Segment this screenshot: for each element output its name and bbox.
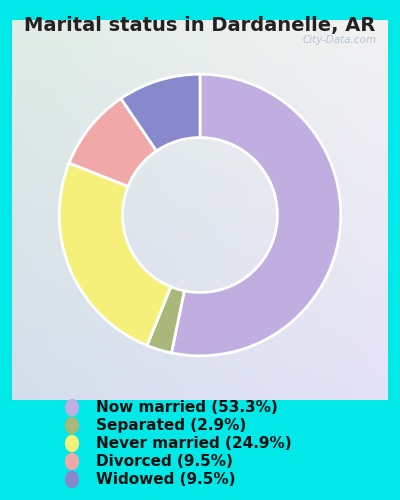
Text: City-Data.com: City-Data.com: [302, 35, 377, 45]
Text: Marital status in Dardanelle, AR: Marital status in Dardanelle, AR: [24, 16, 376, 36]
Text: Widowed (9.5%): Widowed (9.5%): [96, 472, 236, 487]
Text: Separated (2.9%): Separated (2.9%): [96, 418, 246, 433]
Wedge shape: [172, 74, 341, 356]
Wedge shape: [147, 286, 184, 353]
Wedge shape: [69, 98, 156, 186]
Text: Now married (53.3%): Now married (53.3%): [96, 400, 278, 415]
Wedge shape: [121, 74, 200, 151]
Text: Divorced (9.5%): Divorced (9.5%): [96, 454, 233, 469]
Text: Never married (24.9%): Never married (24.9%): [96, 436, 292, 451]
Wedge shape: [59, 163, 171, 346]
